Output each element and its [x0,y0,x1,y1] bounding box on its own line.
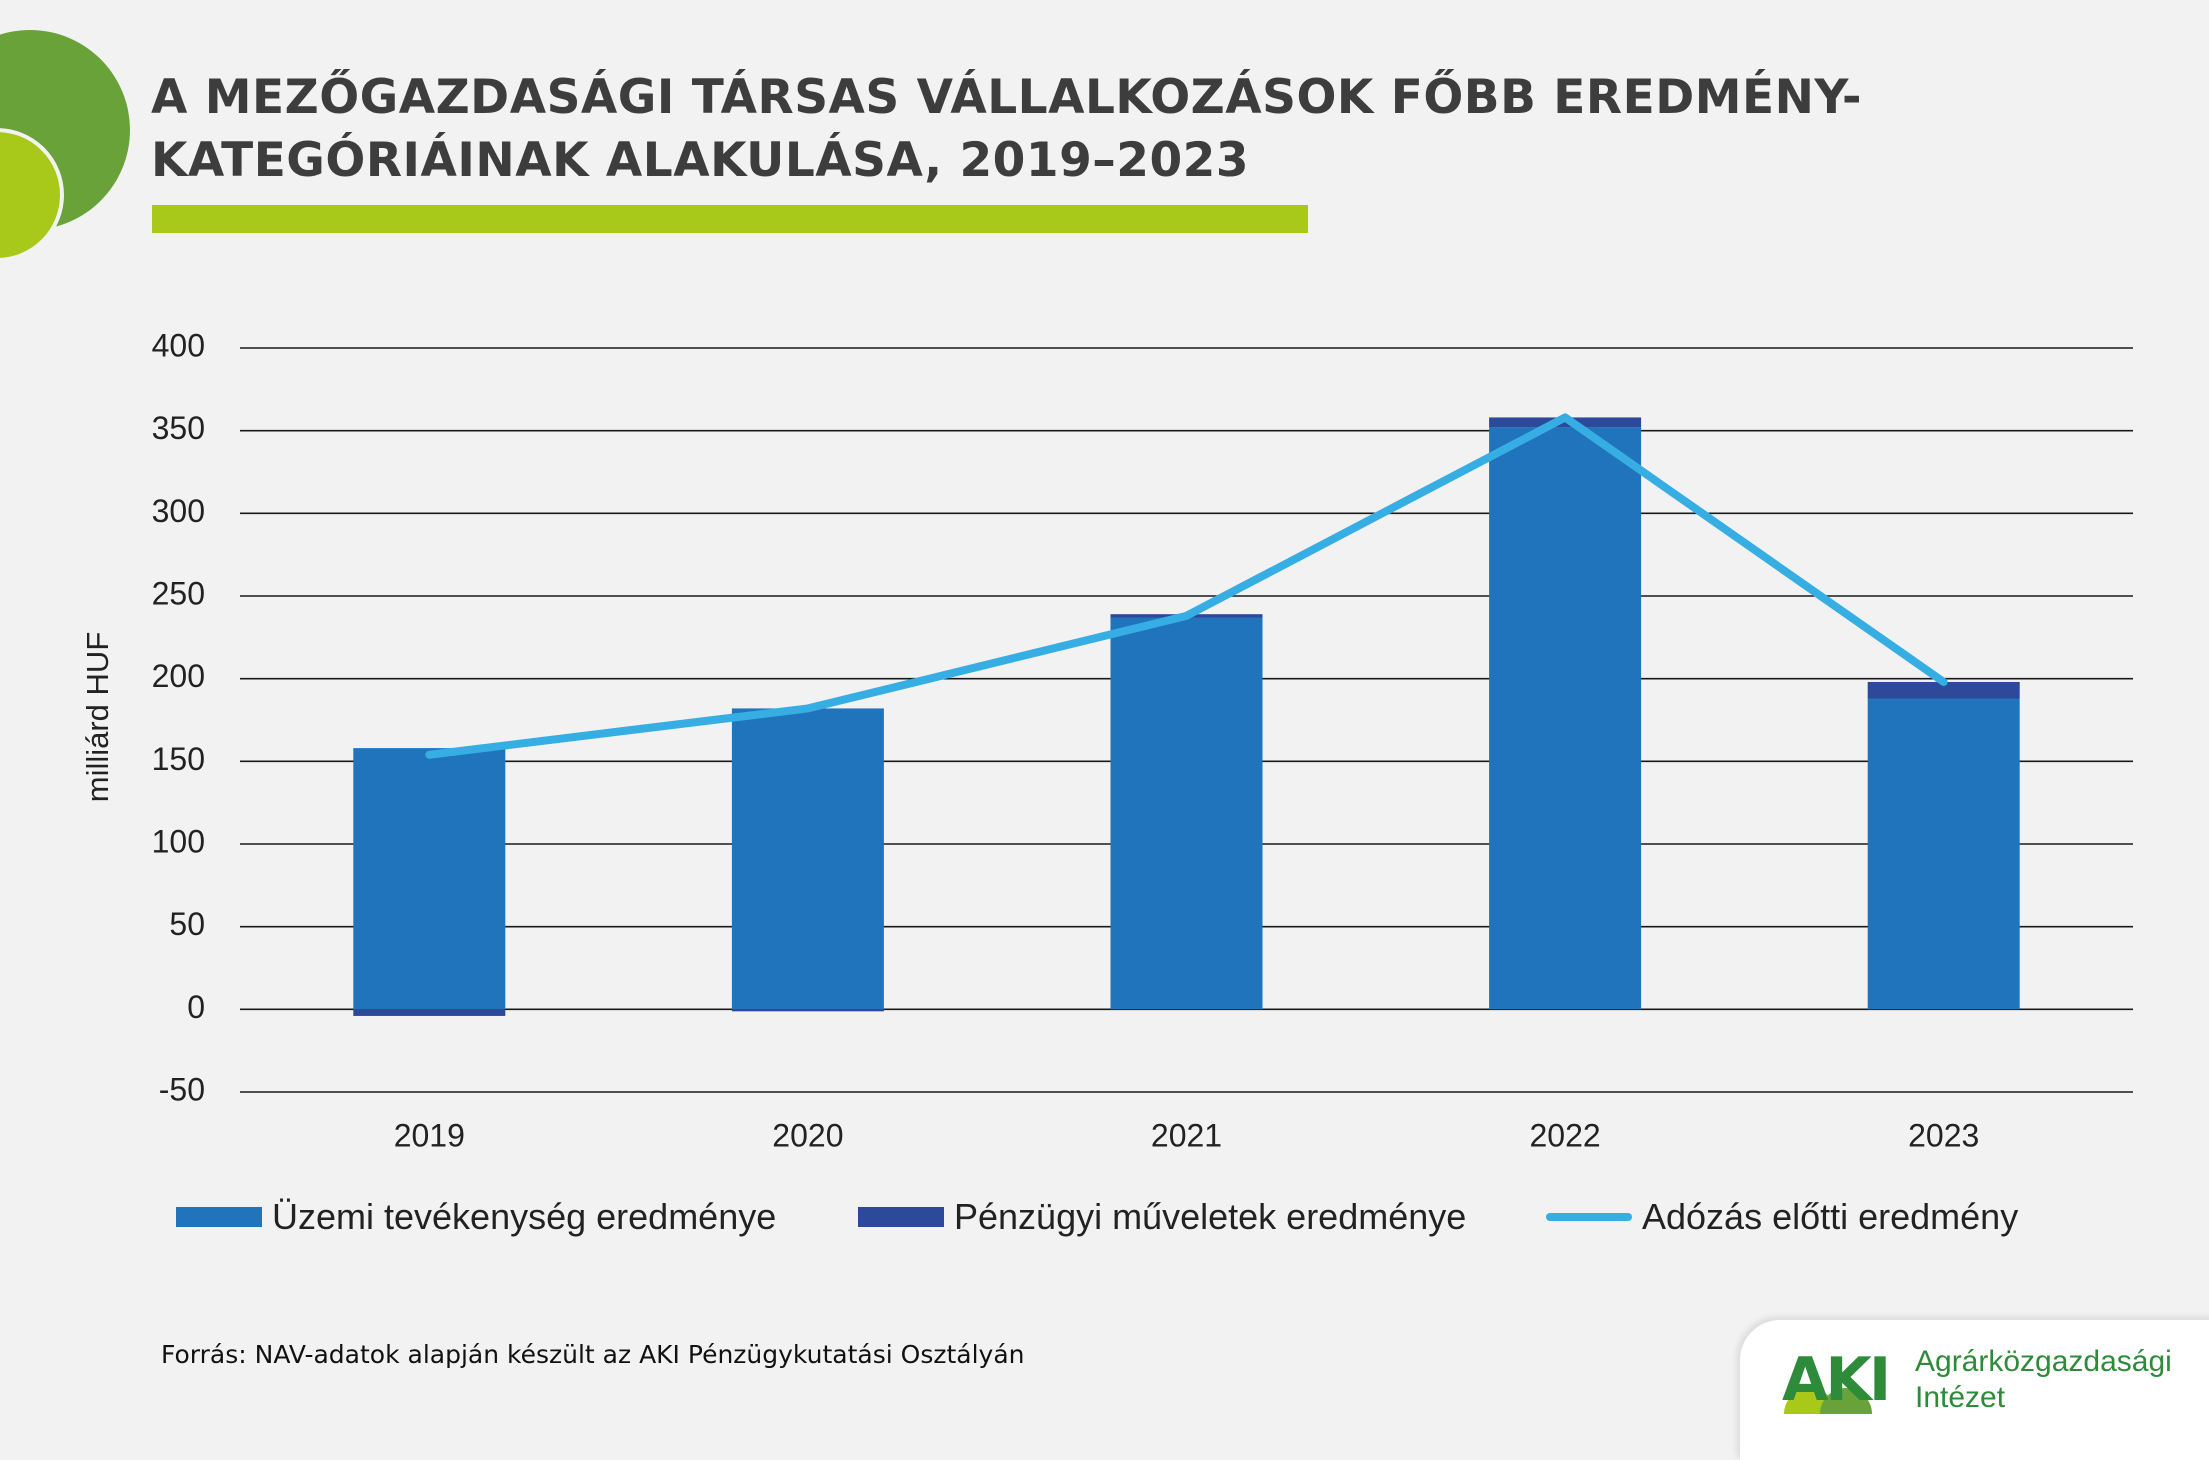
chart-title-line1: A MEZŐGAZDASÁGI TÁRSAS VÁLLALKOZÁSOK FŐB… [151,70,1863,125]
legend-swatch-operating [176,1207,262,1227]
aki-logo-mark: AKI [1782,1345,1891,1415]
x-tick-label: 2022 [1530,1117,1601,1153]
bar-operating [1110,617,1263,1010]
bar-financial [353,1009,506,1016]
title-underline-bar [152,205,1308,233]
legend-label-pretax: Adózás előtti eredmény [1642,1196,2019,1237]
bar-operating [1867,698,2020,1010]
x-tick-label: 2021 [1151,1117,1222,1153]
y-tick-label: 100 [152,823,205,859]
bar-operating [1489,427,1642,1010]
legend-item-financial: Pénzügyi műveletek eredménye [858,1196,1466,1238]
y-tick-label: 300 [152,493,205,529]
pretax-line-layer [425,413,1948,759]
aki-logo: AKI Agrárközgazdasági Intézet [1740,1320,2209,1460]
bar-financial [1489,417,1642,428]
x-tick-labels: 2019 2020 2021 2022 2023 [394,1117,1980,1153]
legend-line-pretax [1546,1213,1632,1221]
legend-swatch-financial [858,1207,944,1227]
y-tick-label: 250 [152,575,205,611]
y-tick-label: -50 [159,1071,205,1107]
y-axis-label: milliárd HUF [80,632,115,803]
bar-financial [1867,681,2020,699]
logo-name-line2: Intézet [1915,1381,2006,1414]
y-tick-label: 400 [152,327,205,363]
bar-financial [731,1009,884,1012]
pretax-point [804,705,811,712]
chart-title-line2: KATEGÓRIÁINAK ALAKULÁSA, 2019–2023 [151,133,1250,188]
y-tick-label: 350 [152,410,205,446]
pretax-point [1940,678,1947,685]
logo-name-line1: Agrárközgazdasági [1915,1345,2172,1378]
legend-label-financial: Pénzügyi műveletek eredménye [954,1196,1467,1237]
x-tick-label: 2019 [394,1117,465,1153]
pretax-point [1562,414,1569,421]
chart-area: -50 0 50 100 150 200 250 300 350 400 2019 2020 2021… [80,327,2133,1153]
pretax-point [1183,612,1190,619]
pretax-point [426,751,433,758]
source-note: Forrás: NAV-adatok alapján készült az AK… [161,1340,1025,1369]
x-tick-label: 2020 [772,1117,843,1153]
y-tick-label: 150 [152,741,205,777]
logo-hill-right [1820,1388,1872,1414]
y-tick-label: 200 [152,658,205,694]
y-tick-label: 0 [187,989,205,1025]
logo-mark-text: AKI [1782,1345,1888,1415]
legend-item-pretax: Adózás előtti eredmény [1546,1196,2018,1238]
legend-item-operating: Üzemi tevékenység eredménye [176,1196,776,1238]
chart-title: A MEZŐGAZDASÁGI TÁRSAS VÁLLALKOZÁSOK FŐB… [151,66,2051,192]
bars [353,417,2020,1016]
bar-operating [731,708,884,1010]
bar-operating [353,748,506,1010]
y-tick-labels: -50 0 50 100 150 200 250 300 350 400 [152,327,205,1107]
logo-name: Agrárközgazdasági Intézet [1915,1344,2172,1416]
legend-label-operating: Üzemi tevékenység eredménye [272,1196,777,1237]
y-tick-label: 50 [169,906,205,942]
x-tick-label: 2023 [1908,1117,1979,1153]
